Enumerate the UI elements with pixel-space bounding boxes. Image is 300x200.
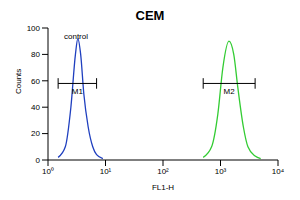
svg-text:10⁰: 10⁰ (42, 167, 54, 176)
svg-text:80: 80 (31, 50, 40, 59)
svg-text:10⁴: 10⁴ (272, 167, 285, 176)
svg-text:10²: 10² (157, 167, 169, 176)
svg-text:10³: 10³ (215, 167, 227, 176)
html-text:control: control (64, 32, 88, 41)
svg-text:40: 40 (31, 103, 40, 112)
svg-text:10¹: 10¹ (100, 167, 112, 176)
svg-text:FL1-H: FL1-H (152, 183, 174, 192)
svg-text:M1: M1 (72, 87, 84, 96)
html-text:CEM: CEM (135, 8, 165, 23)
svg-text:0: 0 (36, 156, 41, 165)
svg-text:20: 20 (31, 129, 40, 138)
svg-text:Counts: Counts (14, 69, 23, 94)
svg-text:M2: M2 (224, 87, 236, 96)
svg-text:60: 60 (31, 77, 40, 86)
svg-text:100: 100 (27, 24, 41, 33)
